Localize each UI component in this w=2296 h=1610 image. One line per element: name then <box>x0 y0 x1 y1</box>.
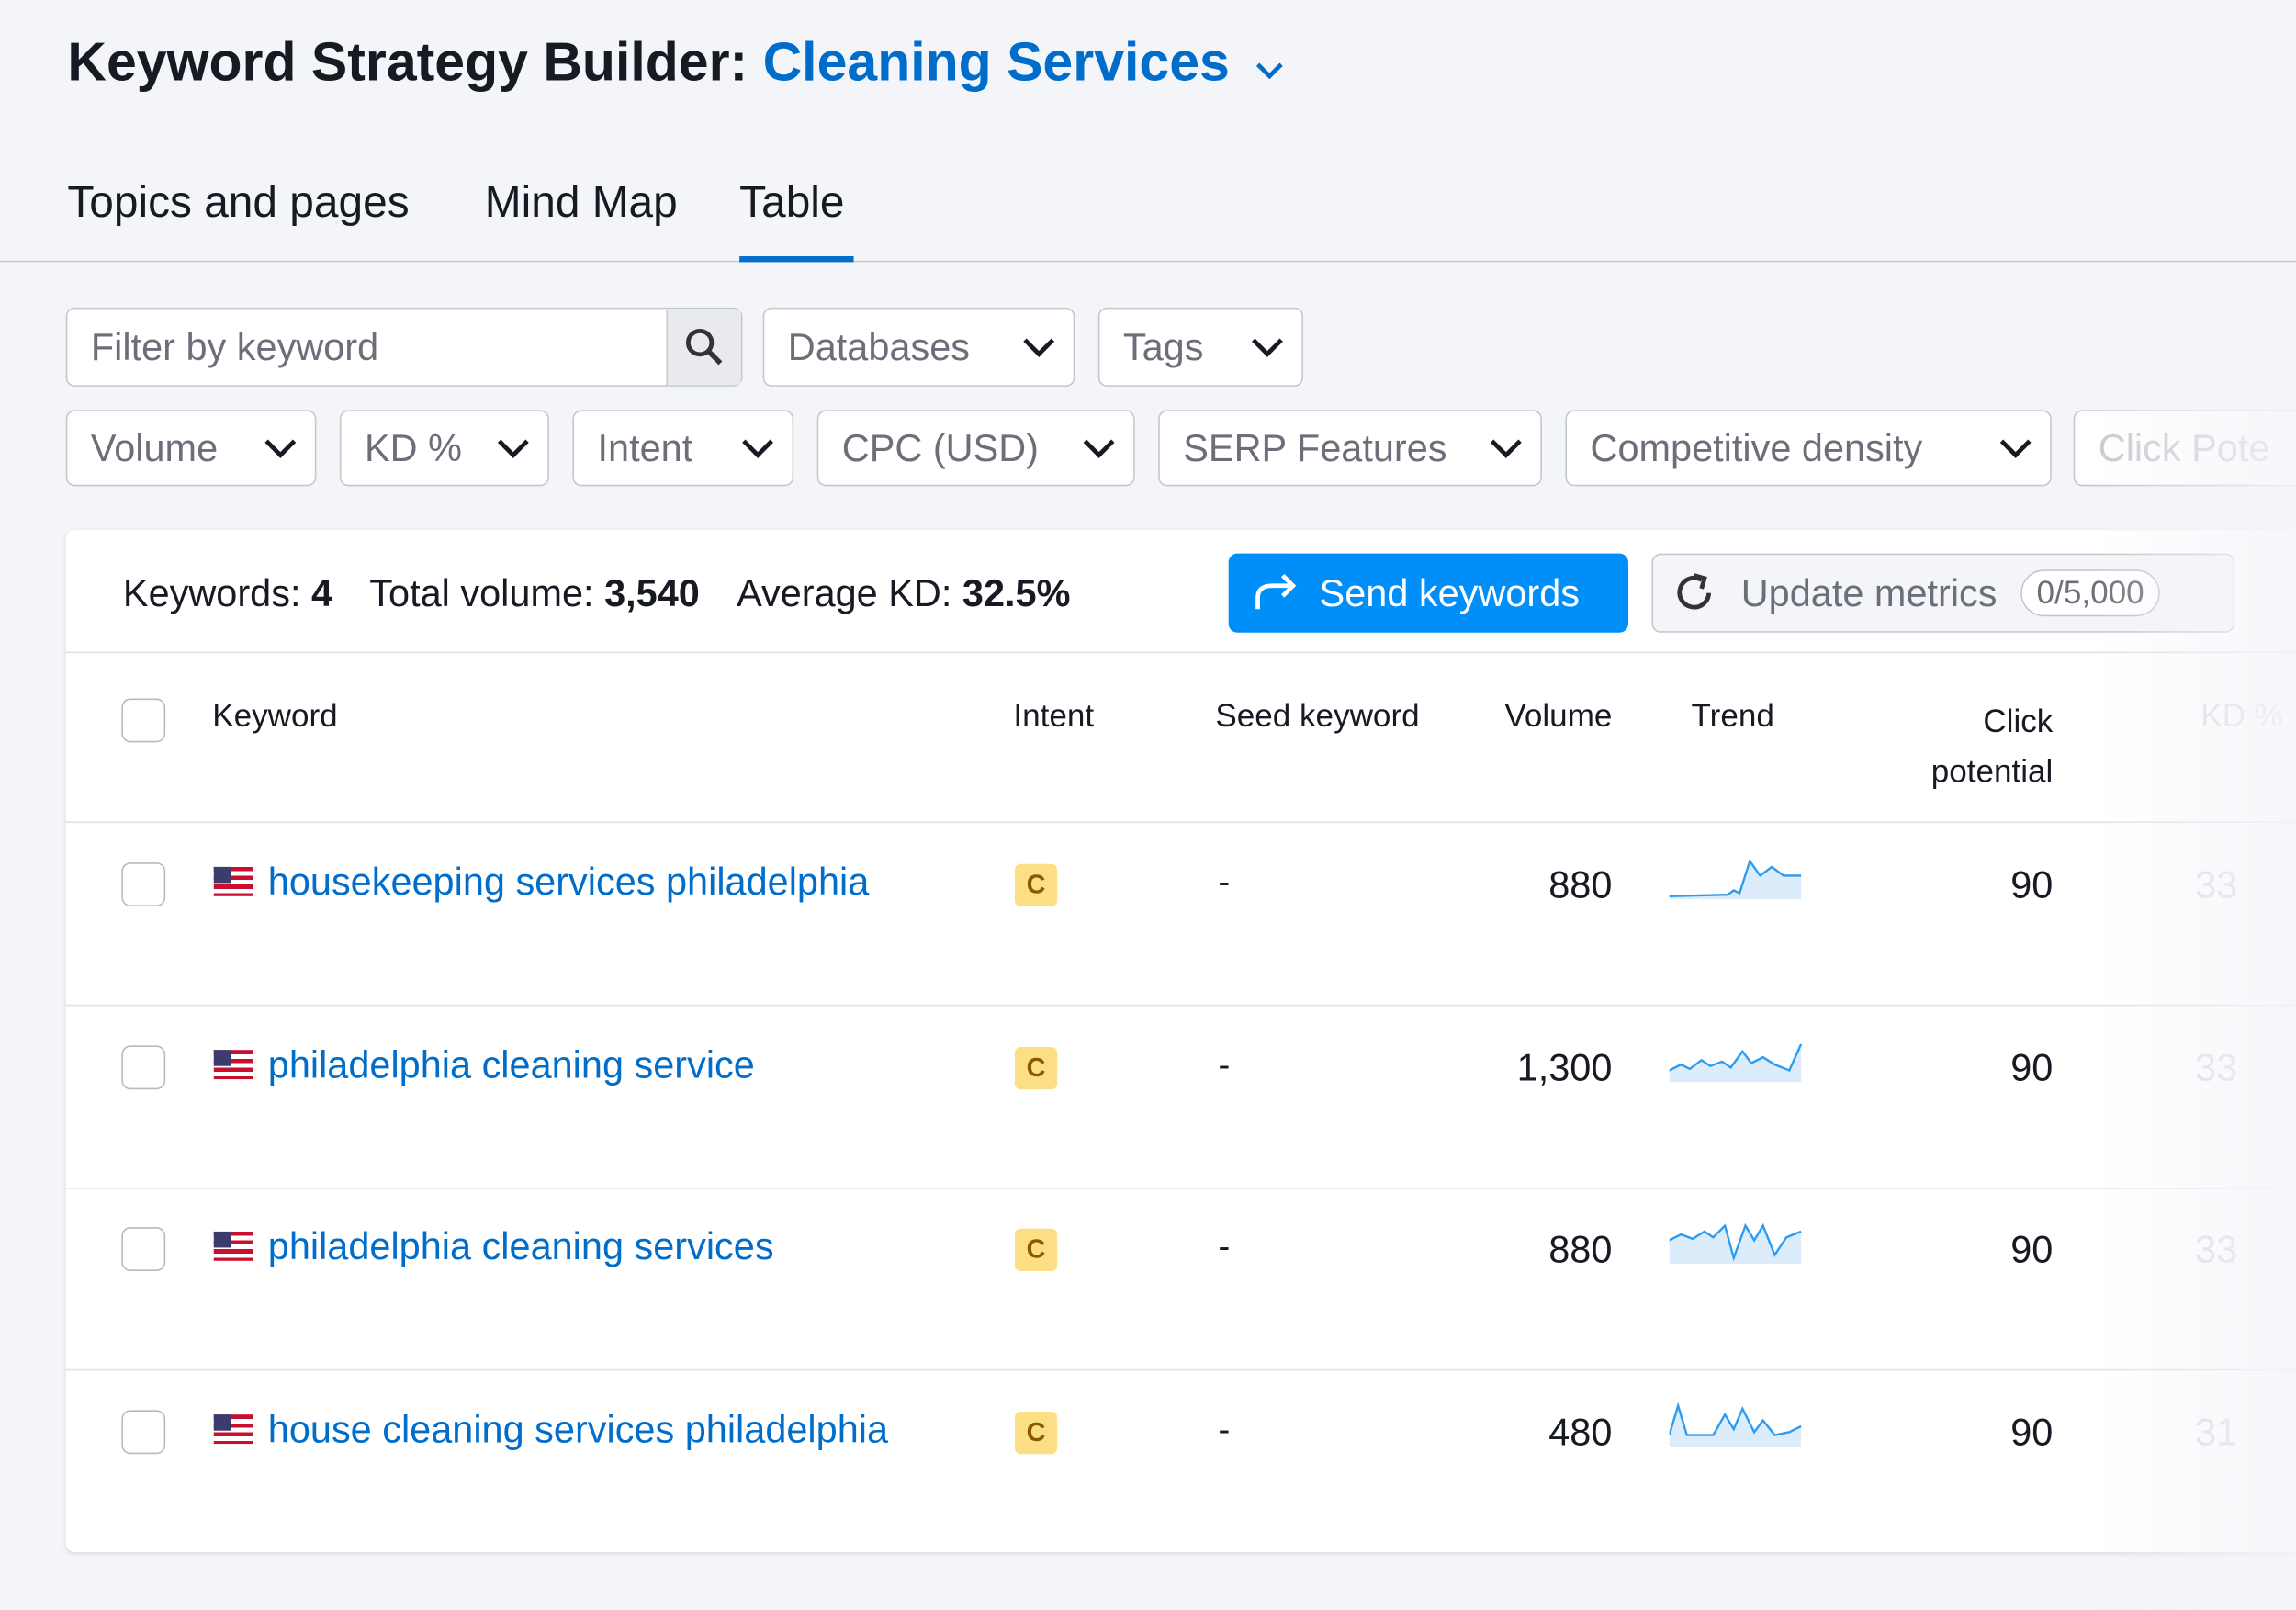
flag <box>213 1049 253 1079</box>
project-selector[interactable]: Cleaning Services <box>762 32 1230 93</box>
keyword-link[interactable]: housekeeping services philadelphia <box>267 859 870 904</box>
filter-dropdown[interactable]: Click Pote <box>2073 410 2296 487</box>
seed-keyword: - <box>1218 1227 1231 1267</box>
column-header: Volume <box>1504 696 1613 734</box>
filter-dropdown[interactable]: Intent <box>572 410 794 487</box>
column-header: Seed keyword <box>1215 696 1420 734</box>
keyword-link[interactable]: philadelphia cleaning services <box>267 1223 774 1268</box>
row-checkbox[interactable] <box>121 1409 166 1454</box>
row-checkbox[interactable] <box>121 862 166 906</box>
seed-keyword: - <box>1218 1044 1231 1085</box>
label: Total volume: <box>369 570 594 615</box>
click-potential: 90 <box>2010 1409 2054 1454</box>
intent-badge: C <box>1014 863 1058 906</box>
tab[interactable]: Mind Map <box>484 178 678 228</box>
seed-keyword: - <box>1218 862 1231 903</box>
intent-badge: C <box>1014 1046 1058 1089</box>
value: 3,540 <box>604 570 700 615</box>
update-button[interactable]: Update metrics 0/5,000 <box>1651 553 2235 633</box>
label: Intent <box>597 425 693 470</box>
tab-active[interactable]: Table <box>739 178 845 228</box>
label: SERP Features <box>1183 425 1447 470</box>
search-icon <box>685 328 723 366</box>
label: Average KD: <box>737 570 952 615</box>
send-icon <box>1255 573 1297 610</box>
table-card <box>65 530 2296 1553</box>
dropdown[interactable]: Databases <box>762 307 1075 387</box>
divider <box>65 821 2296 824</box>
intent-badge: C <box>1014 1411 1058 1454</box>
row-checkbox[interactable] <box>121 1227 166 1271</box>
filter-dropdown[interactable]: SERP Features <box>1158 410 1542 487</box>
label: Send keywords <box>1319 570 1580 614</box>
refresh-icon <box>1677 573 1712 610</box>
label: Click Pote <box>2098 425 2270 470</box>
volume: 480 <box>1548 1409 1613 1454</box>
flag <box>213 1231 253 1261</box>
tab[interactable]: Topics and pages <box>67 178 410 228</box>
column-header: KD % <box>2200 696 2284 734</box>
title: Keyword Strategy Builder: Cleaning Servi… <box>67 32 1286 94</box>
search-box[interactable]: Filter by keyword <box>65 307 743 387</box>
kd: 31 <box>2195 1409 2238 1454</box>
column-header: Click potential <box>1930 703 2054 790</box>
quota: 0/5,000 <box>2020 569 2161 617</box>
label: KD % <box>365 425 462 470</box>
chevron <box>1255 62 1283 80</box>
trend-sparkline <box>1669 1222 1802 1264</box>
keyword-link[interactable]: philadelphia cleaning service <box>267 1041 755 1086</box>
placeholder: Filter by keyword <box>90 324 379 368</box>
kd: 33 <box>2195 862 2238 906</box>
trend-sparkline <box>1669 858 1802 899</box>
label: Volume <box>90 425 219 470</box>
seed-keyword: - <box>1218 1409 1231 1449</box>
row-divider <box>65 1187 2296 1188</box>
tab-indicator <box>739 256 854 263</box>
trend-sparkline <box>1669 1402 1802 1447</box>
value: 4 <box>311 570 333 615</box>
send-button[interactable]: Send keywords <box>1228 553 1628 633</box>
filter-dropdown[interactable]: CPC (USD) <box>816 410 1135 487</box>
row-divider <box>65 1368 2296 1371</box>
kd: 33 <box>2195 1044 2238 1089</box>
volume: 1,300 <box>1516 1044 1613 1089</box>
dropdown[interactable]: Tags <box>1097 307 1304 387</box>
flag <box>213 1413 253 1444</box>
title-text: Keyword Strategy Builder: <box>67 32 748 93</box>
label: Tags <box>1122 324 1204 368</box>
click-potential: 90 <box>2010 1227 2054 1271</box>
filter-dropdown[interactable]: Volume <box>65 410 317 487</box>
click-potential: 90 <box>2010 1044 2054 1089</box>
column-header: Trend <box>1691 696 1774 734</box>
column-header: Intent <box>1013 696 1095 734</box>
click-potential: 90 <box>2010 862 2054 906</box>
divider <box>65 651 2296 654</box>
label: CPC (USD) <box>841 425 1039 470</box>
label: Keywords: <box>122 570 301 615</box>
trend-sparkline <box>1669 1042 1803 1082</box>
row-divider <box>65 1004 2296 1007</box>
volume: 880 <box>1548 1227 1613 1271</box>
kd: 33 <box>2195 1227 2238 1271</box>
summary: Keywords: 4 Total volume: 3,540 Average … <box>123 571 1071 616</box>
volume: 880 <box>1548 862 1613 906</box>
select-all-checkbox[interactable] <box>121 698 166 743</box>
intent-badge: C <box>1014 1228 1058 1271</box>
divider <box>0 260 2296 263</box>
search-button[interactable] <box>666 310 741 385</box>
label: Update metrics <box>1740 570 1998 614</box>
flag <box>213 866 253 896</box>
label: Databases <box>787 324 970 368</box>
column-header: Keyword <box>212 696 338 734</box>
keyword-link[interactable]: house cleaning services philadelphia <box>267 1406 889 1451</box>
label: Competitive density <box>1590 425 1923 470</box>
row-checkbox[interactable] <box>121 1044 166 1089</box>
value: 32.5% <box>962 570 1071 615</box>
filter-dropdown[interactable]: KD % <box>339 410 549 487</box>
filter-dropdown[interactable]: Competitive density <box>1565 410 2052 487</box>
